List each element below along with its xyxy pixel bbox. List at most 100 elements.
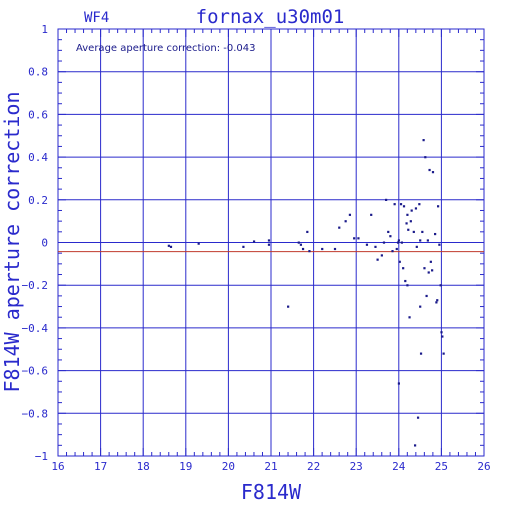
data-point	[436, 299, 439, 302]
x-tick-label: 17	[94, 460, 107, 473]
data-point	[308, 250, 311, 253]
minor-ticks	[57, 28, 485, 457]
data-point	[393, 203, 396, 206]
data-point	[436, 205, 440, 208]
data-point	[405, 222, 408, 225]
y-tick-label: 0.2	[28, 194, 48, 207]
data-point	[389, 235, 392, 238]
data-point	[406, 213, 409, 216]
y-tick-label: −0.2	[22, 279, 49, 292]
data-point	[382, 241, 386, 244]
data-point	[438, 243, 441, 246]
data-point	[404, 279, 407, 283]
y-tick-label: 0.8	[28, 66, 48, 79]
data-point	[419, 352, 423, 355]
data-point	[301, 247, 305, 251]
data-point	[344, 220, 347, 223]
data-point	[406, 284, 409, 287]
y-tick-label: −0.4	[22, 322, 49, 335]
data-point	[376, 258, 379, 261]
y-tick-label: −0.6	[22, 365, 49, 378]
data-point	[387, 230, 390, 234]
data-point	[395, 247, 398, 251]
data-point	[397, 239, 400, 242]
data-point	[391, 250, 394, 253]
data-point	[267, 239, 271, 242]
x-tick-label: 20	[222, 460, 235, 473]
x-tick-label: 23	[350, 460, 363, 473]
x-tick-label: 25	[435, 460, 448, 473]
data-points	[167, 139, 445, 447]
data-point	[425, 294, 428, 298]
data-point	[370, 213, 373, 216]
data-point	[400, 241, 403, 244]
data-point	[397, 382, 400, 385]
data-point	[431, 269, 434, 272]
data-point	[338, 226, 341, 229]
data-point	[419, 305, 422, 308]
data-point	[169, 245, 173, 248]
data-point	[385, 198, 388, 201]
data-point	[380, 254, 383, 257]
average-correction-annotation: Average aperture correction: -0.043	[76, 43, 256, 54]
data-point	[252, 240, 256, 243]
data-point	[429, 260, 432, 263]
data-point	[306, 230, 309, 234]
data-point	[348, 213, 352, 216]
data-point	[423, 267, 426, 270]
chart-title: fornax_u30m01	[196, 6, 345, 28]
data-point	[412, 230, 415, 234]
data-point	[440, 331, 443, 334]
data-point	[414, 207, 418, 210]
data-point	[409, 220, 412, 223]
data-point	[297, 241, 300, 244]
data-point	[333, 247, 337, 251]
grid-lines	[57, 28, 485, 457]
data-point	[402, 205, 406, 208]
y-tick-label: 0.6	[28, 108, 48, 121]
data-point	[357, 237, 360, 240]
data-point	[416, 416, 420, 419]
y-tick-label: 0.4	[28, 151, 48, 164]
data-point	[415, 245, 418, 248]
data-point	[167, 244, 170, 247]
data-point	[197, 242, 200, 245]
y-axis-label: F814W aperture correction	[0, 91, 24, 392]
data-point	[287, 305, 290, 308]
data-point	[408, 316, 411, 319]
x-axis-label: F814W	[241, 480, 302, 504]
data-point	[427, 271, 430, 274]
y-tick-label: 0	[41, 237, 48, 250]
data-point	[267, 243, 271, 246]
data-point	[410, 209, 413, 212]
x-tick-label: 21	[264, 460, 277, 473]
data-point	[365, 243, 369, 246]
y-tick-label: −1	[35, 450, 48, 463]
data-point	[441, 335, 444, 338]
data-point	[418, 203, 421, 206]
data-point	[421, 230, 424, 234]
x-tick-label: 22	[307, 460, 320, 473]
x-tick-label: 16	[51, 460, 64, 473]
x-tick-label: 24	[392, 460, 406, 473]
data-point	[398, 260, 401, 263]
data-point	[299, 243, 303, 246]
chip-label: WF4	[84, 10, 109, 26]
y-tick-label: 1	[41, 23, 48, 36]
data-point	[439, 284, 442, 287]
data-point	[434, 232, 437, 236]
data-point	[424, 156, 427, 159]
y-tick-label: −0.8	[22, 407, 49, 420]
x-tick-label: 18	[137, 460, 150, 473]
data-point	[428, 168, 431, 172]
x-tick-label: 26	[477, 460, 490, 473]
data-point	[353, 237, 356, 240]
data-point	[402, 267, 405, 270]
data-point	[413, 444, 417, 447]
data-point	[407, 228, 410, 231]
data-point	[374, 245, 377, 248]
data-point	[435, 301, 438, 304]
data-point	[422, 139, 425, 142]
data-point	[442, 352, 445, 355]
